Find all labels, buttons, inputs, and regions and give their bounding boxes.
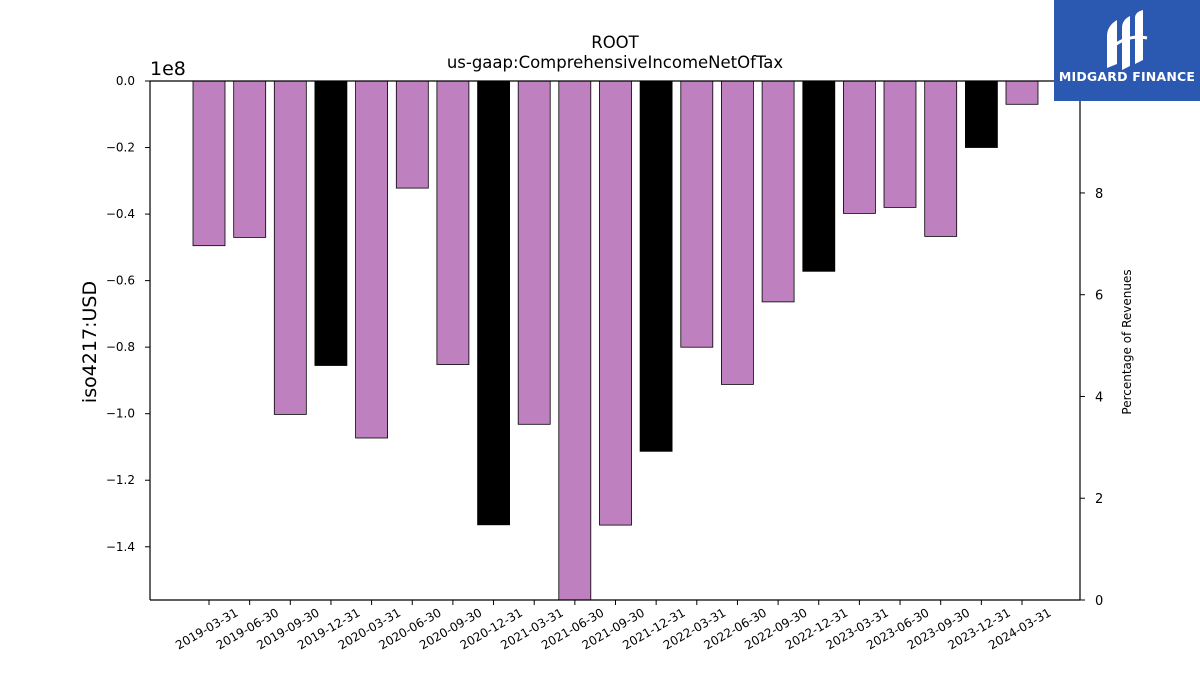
- brand-logo: MIDGARD FINANCE: [1054, 0, 1200, 101]
- bar: [395, 80, 429, 189]
- bar: [721, 80, 754, 385]
- y2-tick-label: 2: [1095, 492, 1103, 507]
- y2-tick-label: 6: [1095, 289, 1103, 304]
- y-tick-label: −0.6: [106, 274, 135, 288]
- bar: [680, 80, 714, 348]
- logo-text: MIDGARD FINANCE: [1058, 69, 1196, 84]
- y-tick-label: −1.0: [106, 407, 135, 421]
- y-offset-label: 1e8: [150, 58, 186, 80]
- chart-subtitle: us-gaap:ComprehensiveIncomeNetOfTax: [447, 53, 784, 72]
- bar: [843, 80, 876, 214]
- bar: [436, 80, 470, 365]
- bar: [273, 80, 307, 415]
- y-axis-label: iso4217:USD: [79, 281, 101, 403]
- bar: [192, 80, 226, 247]
- y2-tick-label: 0: [1095, 594, 1103, 609]
- bar: [639, 80, 673, 452]
- y2-tick-label: 4: [1095, 390, 1103, 405]
- y-tick-label: 0.0: [116, 74, 135, 88]
- bar: [802, 80, 836, 272]
- y-tick-label: −0.4: [106, 207, 135, 221]
- bar: [355, 80, 389, 439]
- bar: [314, 80, 348, 366]
- bar: [599, 80, 632, 526]
- bar: [924, 80, 958, 237]
- y2-tick-label: 8: [1095, 187, 1103, 202]
- y-tick-label: −1.2: [106, 473, 135, 487]
- y-tick-label: −0.2: [106, 141, 135, 155]
- midgard-logo-icon: [1107, 10, 1148, 70]
- y-tick-label: −0.8: [106, 340, 135, 354]
- bar: [233, 80, 267, 238]
- bar: [761, 80, 795, 303]
- bar: [517, 80, 551, 425]
- chart-title: ROOT: [591, 33, 639, 52]
- bar: [1005, 80, 1039, 105]
- bar: [558, 80, 592, 601]
- bar: [477, 80, 511, 526]
- y2-axis-label: Percentage of Revenues: [1120, 269, 1134, 414]
- y-tick-label: −1.4: [106, 540, 135, 554]
- bar: [965, 80, 998, 148]
- bar: [883, 80, 917, 208]
